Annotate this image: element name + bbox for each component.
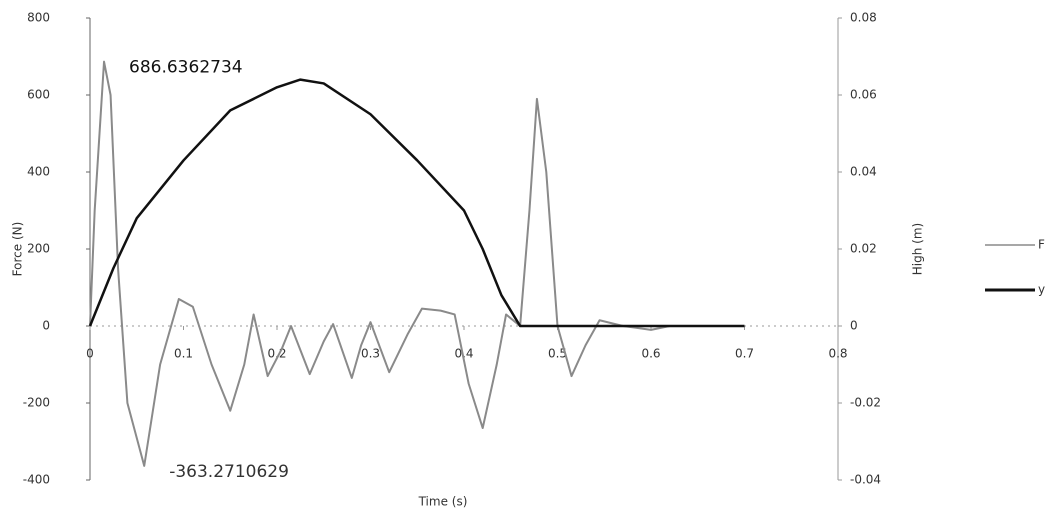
y2-tick-label: 0.08 bbox=[850, 11, 877, 25]
x-tick-label: 0.3 bbox=[361, 347, 380, 361]
x-tick-label: 0.6 bbox=[641, 347, 660, 361]
y2-tick-label: 0.06 bbox=[850, 88, 877, 102]
y-tick-label: -200 bbox=[23, 396, 50, 410]
x-tick-label: 0.7 bbox=[735, 347, 754, 361]
y-tick-label: 0 bbox=[42, 319, 50, 333]
y-tick-label: 400 bbox=[27, 165, 50, 179]
chart: Time (s) Force (N) High (m) -400 -200 0 200… bbox=[0, 0, 1048, 517]
y2-axis-title: High (m) bbox=[911, 223, 925, 275]
x-axis-title: Time (s) bbox=[418, 495, 468, 509]
y-axis-title: Force (N) bbox=[11, 222, 25, 277]
legend-label: y bbox=[1038, 283, 1045, 297]
y2-tick-label: 0.04 bbox=[850, 165, 877, 179]
y-tick-label: -400 bbox=[23, 473, 50, 487]
x-tick-label: 0 bbox=[86, 347, 94, 361]
x-tick-label: 0.8 bbox=[828, 347, 847, 361]
y2-tick-label: 0 bbox=[850, 319, 858, 333]
x-tick-label: 0.1 bbox=[174, 347, 193, 361]
y-tick-label: 200 bbox=[27, 242, 50, 256]
y2-tick-label: -0.02 bbox=[850, 396, 881, 410]
series-line bbox=[90, 80, 745, 326]
y2-tick-label: -0.04 bbox=[850, 473, 881, 487]
legend-label: F bbox=[1038, 238, 1045, 252]
y2-tick-label: 0.02 bbox=[850, 242, 877, 256]
y-tick-label: 800 bbox=[27, 11, 50, 25]
y-tick-label: 600 bbox=[27, 88, 50, 102]
annotation: 686.6362734 bbox=[129, 58, 243, 78]
annotation: -363.2710629 bbox=[169, 462, 289, 482]
